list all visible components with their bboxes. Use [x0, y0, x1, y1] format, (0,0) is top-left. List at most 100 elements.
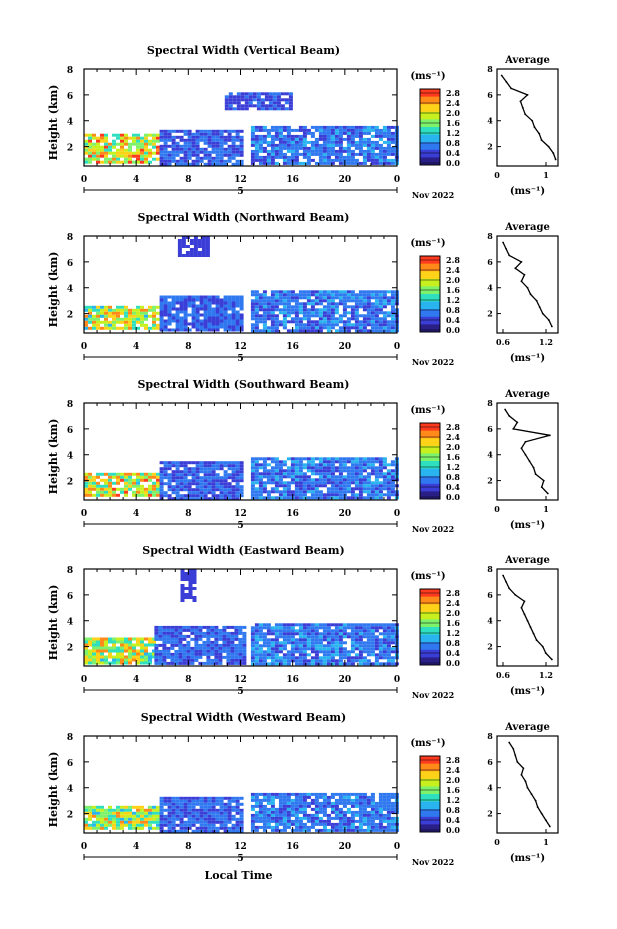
heatmap-cell — [214, 628, 219, 632]
heatmap-cell — [239, 153, 244, 157]
heatmap-cell — [175, 808, 180, 812]
heatmap-cell — [167, 488, 172, 492]
heatmap-cell — [250, 128, 255, 132]
heatmap-cell — [266, 819, 271, 823]
heatmap-cell — [124, 493, 128, 497]
heatmap-cell — [338, 493, 343, 497]
heatmap-cell — [266, 140, 271, 144]
heatmap-cell — [298, 466, 303, 470]
heatmap-cell — [374, 810, 379, 814]
heatmap-cell — [96, 646, 100, 650]
heatmap-cell — [234, 628, 239, 632]
heatmap-cell — [219, 464, 224, 468]
heatmap-cell — [318, 795, 323, 799]
heatmap-cell — [250, 326, 255, 330]
heatmap-cell — [202, 661, 207, 665]
heatmap-cell — [152, 326, 156, 330]
heatmap-cell — [258, 798, 263, 802]
heatmap-cell — [330, 134, 335, 138]
heatmap-cell — [179, 796, 184, 800]
heatmap-cell — [314, 487, 319, 491]
heatmap-cell — [302, 656, 307, 660]
heatmap-cell — [258, 662, 263, 666]
heatmap-cell — [282, 323, 287, 327]
heatmap-cell — [366, 496, 371, 500]
heatmap-cell — [239, 826, 244, 830]
heatmap-cell — [390, 463, 395, 467]
heatmap-cell — [358, 131, 363, 135]
heatmap-cell — [342, 466, 347, 470]
heatmap-cell — [163, 829, 168, 833]
heatmap-cell — [227, 491, 232, 495]
heatmap-cell — [239, 808, 244, 812]
heatmap-cell — [250, 478, 255, 482]
heatmap-cell — [286, 816, 291, 820]
heatmap-cell — [254, 638, 259, 642]
heatmap-cell — [270, 828, 275, 832]
heatmap-cell — [358, 457, 363, 461]
heatmap-cell — [156, 148, 160, 152]
heatmap-cell — [338, 293, 343, 297]
heatmap-cell — [266, 801, 271, 805]
heatmap-cell — [159, 319, 164, 323]
heatmap-cell — [294, 134, 299, 138]
heatmap-cell — [386, 822, 391, 826]
heatmap-cell — [274, 308, 279, 312]
heatmap-cell — [346, 653, 351, 657]
profile-frame — [496, 402, 559, 501]
heatmap-cell — [278, 481, 283, 485]
heatmap-cell — [215, 802, 220, 806]
heatmap-cell — [294, 662, 299, 666]
heatmap-cell — [195, 132, 200, 136]
heatmap-cell — [270, 152, 275, 156]
heatmap-cell — [236, 92, 241, 96]
heatmap-cell — [334, 143, 339, 147]
heatmap-cell — [191, 150, 196, 154]
heatmap-cell — [136, 160, 140, 164]
heatmap-cell — [140, 314, 144, 318]
heatmap-cell — [195, 319, 200, 323]
heatmap-cell — [178, 661, 183, 665]
heatmap-cell — [140, 142, 144, 146]
heatmap-cell — [262, 653, 267, 657]
heatmap-cell — [314, 466, 319, 470]
heatmap-cell — [144, 475, 148, 479]
heatmap-cell — [198, 631, 203, 635]
heatmap-cell — [270, 475, 275, 479]
heatmap-cell — [250, 125, 255, 129]
heatmap-cell — [228, 98, 233, 102]
profile-point — [512, 427, 515, 430]
heatmap-cell — [378, 484, 383, 488]
heatmap-cell — [170, 658, 175, 662]
x-tick-label: 0 — [81, 675, 87, 685]
heatmap-cell — [270, 478, 275, 482]
heatmap-cell — [270, 638, 275, 642]
heatmap-cell — [238, 649, 243, 653]
heatmap-cell — [254, 466, 259, 470]
heatmap-cell — [334, 662, 339, 666]
heatmap-cell — [354, 656, 359, 660]
heatmap-cell — [238, 625, 243, 629]
heatmap-cell — [270, 641, 275, 645]
heatmap-cell — [274, 641, 279, 645]
heatmap-cell — [318, 490, 323, 494]
heatmap-cell — [235, 473, 240, 477]
heatmap-cell — [354, 626, 359, 630]
heatmap-cell — [302, 293, 307, 297]
heatmap-cell — [144, 820, 148, 824]
heatmap-cell — [124, 475, 128, 479]
heatmap-cell — [290, 810, 295, 814]
heatmap-cell — [191, 817, 196, 821]
heatmap-cell — [227, 799, 232, 803]
heatmap-cell — [175, 464, 180, 468]
heatmap-cell — [374, 641, 379, 645]
heatmap-cell — [358, 472, 363, 476]
heatmap-cell — [199, 301, 204, 305]
heatmap-cell — [326, 299, 331, 303]
heatmap-cell — [136, 826, 140, 830]
heatmap-cell — [227, 322, 232, 326]
heatmap-cell — [152, 320, 156, 324]
heatmap-cell — [187, 479, 192, 483]
heatmap-cell — [294, 460, 299, 464]
heatmap-cell — [318, 807, 323, 811]
